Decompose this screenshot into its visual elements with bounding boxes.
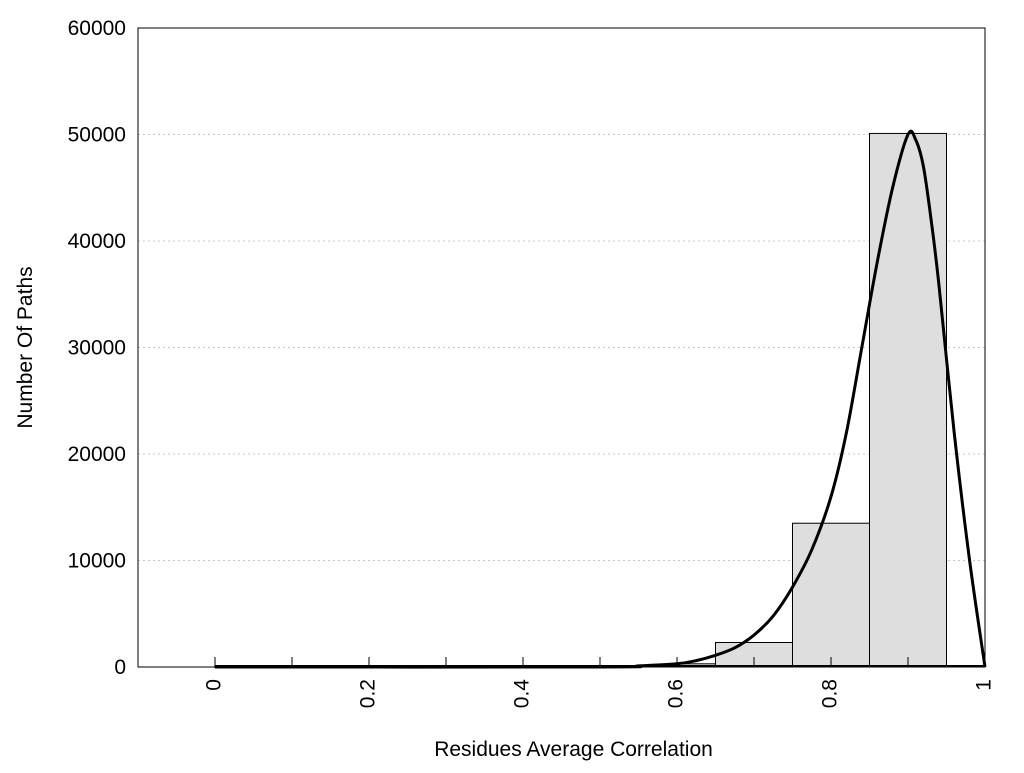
plot-frame [137,27,986,668]
y-tick-label-6: 60000 [68,17,126,40]
y-tick-label-4: 40000 [68,230,126,253]
fit-curve [214,129,987,669]
grid-lines [138,134,985,561]
y-axis-tick-labels: 0 10000 20000 30000 40000 50000 60000 [68,17,126,679]
histogram-bars [214,132,985,668]
x-tick-label-5: 1 [973,679,996,691]
x-tick-label-0: 0 [203,679,226,691]
histogram-bar-9 [792,522,870,668]
x-axis-tick-labels: 0 0.2 0.4 0.6 0.8 1 [203,679,996,709]
histogram-bar-10 [869,132,947,668]
y-tick-label-3: 30000 [68,337,126,360]
x-tick-label-1: 0.2 [357,679,380,708]
x-tick-label-2: 0.4 [511,679,534,709]
y-tick-label-0: 0 [114,656,126,679]
y-tick-label-2: 20000 [68,443,126,466]
y-axis-title: Number Of Paths [14,266,37,428]
x-tick-label-3: 0.6 [665,679,688,708]
x-axis-title: Residues Average Correlation [434,738,713,761]
x-tick-label-4: 0.8 [819,679,842,708]
fit-curve-group [214,129,987,669]
y-tick-label-1: 10000 [68,550,126,573]
y-tick-label-5: 50000 [68,124,126,147]
